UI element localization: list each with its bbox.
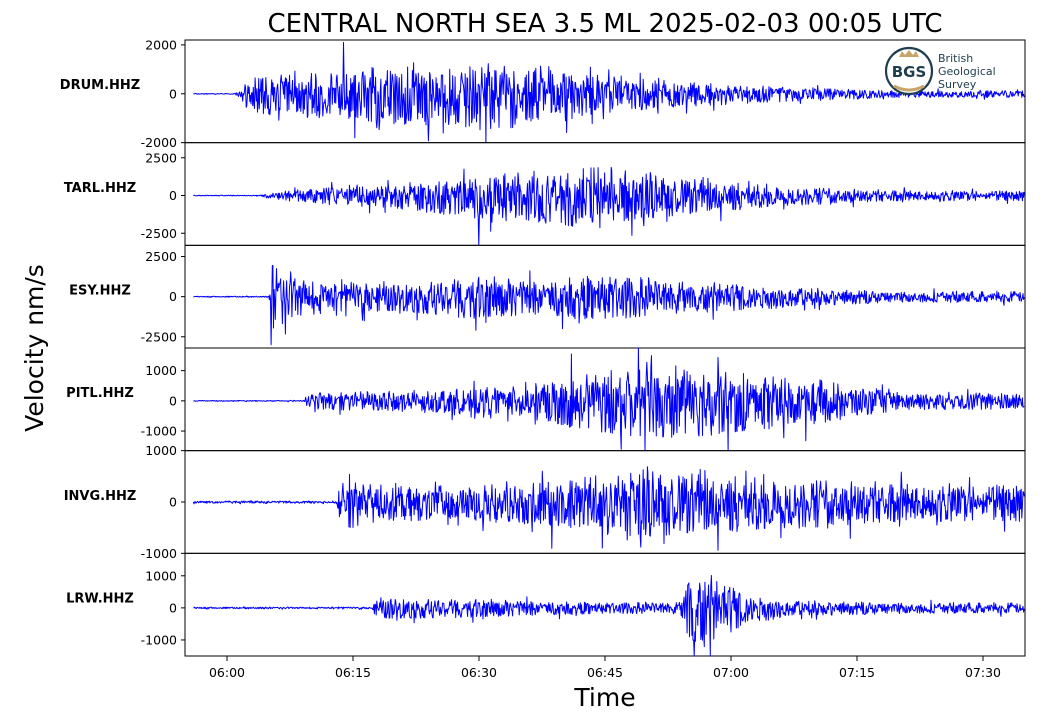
waveform-trace (193, 347, 1025, 452)
y-tick-label: 0 (169, 188, 177, 203)
channel-label: TARL.HHZ (64, 181, 136, 196)
y-tick-label: 2500 (145, 150, 177, 165)
y-tick-label: -2000 (141, 135, 177, 150)
x-axis: 06:00 06:15 06:30 06:45 07:00 07:15 07:30 (209, 656, 1001, 680)
logo-line-3: Survey (938, 78, 977, 91)
y-tick-label: 1000 (145, 363, 177, 378)
x-tick-label: 06:30 (461, 665, 497, 680)
y-tick-label: -2500 (141, 329, 177, 344)
panel-invg: 1000 0 -1000 INVG.HHZ (64, 443, 1026, 561)
x-tick-label: 06:15 (335, 665, 371, 680)
x-tick-label: 07:00 (713, 665, 749, 680)
waveform-trace (193, 41, 1025, 144)
panel-esy: 2500 0 -2500 ESY.HHZ (69, 244, 1026, 349)
channel-label: PITL.HHZ (66, 386, 134, 401)
logo-line-2: Geological (938, 65, 996, 78)
channel-label: INVG.HHZ (64, 489, 137, 504)
y-tick-label: 1000 (145, 568, 177, 583)
x-tick-label: 07:15 (839, 665, 875, 680)
y-tick-label: 2000 (145, 37, 177, 52)
channel-label: LRW.HHZ (66, 591, 134, 606)
channel-label: DRUM.HHZ (60, 78, 140, 93)
waveform-trace (192, 466, 1025, 551)
x-tick-label: 07:30 (965, 665, 1001, 680)
chart-title: CENTRAL NORTH SEA 3.5 ML 2025-02-03 00:0… (267, 9, 942, 39)
y-tick-label: -1000 (141, 424, 177, 439)
channel-label: ESY.HHZ (69, 283, 131, 298)
waveform-trace (193, 575, 1025, 657)
y-tick-label: 0 (169, 393, 177, 408)
panels-layer: 20000-2000DRUM.HHZ25000-2500TARL.HHZ2500… (60, 37, 1026, 657)
logo-line-1: British (938, 52, 973, 65)
panel-lrw: 1000 0 -1000 LRW.HHZ (66, 552, 1026, 657)
panel-frame (184, 552, 1026, 657)
bgs-abbr: BGS (892, 63, 927, 81)
panel-tarl: 2500 0 -2500 TARL.HHZ (64, 142, 1026, 246)
y-tick-label: 2500 (145, 249, 177, 264)
bgs-logo-ring (884, 46, 934, 96)
y-tick-label: 0 (169, 86, 177, 101)
panel-pitl: 1000 0 -1000 PITL.HHZ (66, 347, 1026, 452)
y-tick-label: 1000 (145, 443, 177, 458)
panel-drum: 2000 0 -2000 DRUM.HHZ (60, 37, 1026, 150)
y-tick-label: -1000 (141, 546, 177, 561)
crown-icon (899, 50, 919, 57)
x-tick-label: 06:45 (587, 665, 623, 680)
y-axis-label: Velocity nm/s (20, 264, 49, 432)
waveform-trace (193, 264, 1025, 346)
y-tick-label: 0 (169, 600, 177, 615)
y-tick-label: -1000 (141, 632, 177, 647)
y-tick-label: 0 (169, 289, 177, 304)
bgs-logo: BGS British Geological Survey (884, 46, 996, 96)
x-tick-label: 06:00 (209, 665, 245, 680)
logo-wave-icon (893, 84, 925, 92)
y-tick-label: 0 (169, 495, 177, 510)
y-tick-label: -2500 (141, 226, 177, 241)
x-axis-label: Time (573, 683, 635, 712)
waveform-trace (193, 166, 1025, 246)
